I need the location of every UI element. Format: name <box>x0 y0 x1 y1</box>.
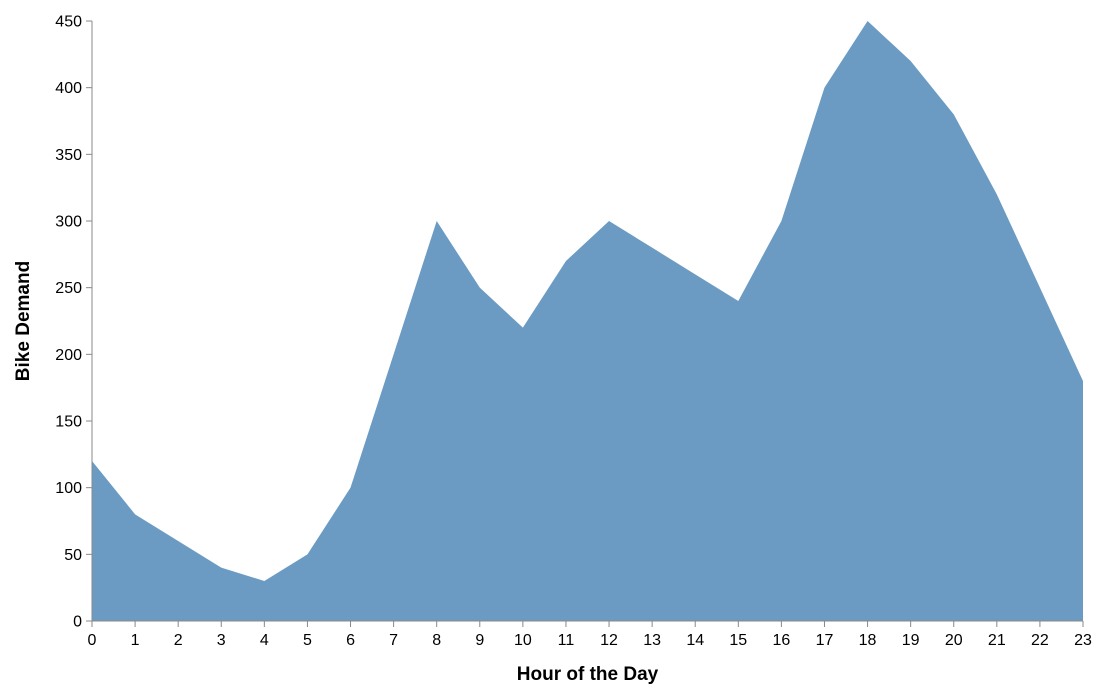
x-tick-label: 18 <box>859 632 877 649</box>
y-axis: 0 50 100 150 200 250 300 350 400 450 <box>55 14 93 631</box>
y-tick-label: 250 <box>55 280 82 297</box>
x-axis-title: Hour of the Day <box>517 664 659 685</box>
area-series-bike-demand <box>92 21 1083 621</box>
x-tick-label: 22 <box>1031 632 1049 649</box>
y-tick-label: 150 <box>55 414 82 431</box>
y-tick-label: 300 <box>55 214 82 231</box>
x-tick-label: 15 <box>729 632 747 649</box>
x-tick-label: 7 <box>389 632 398 649</box>
y-tick-label: 450 <box>55 14 82 31</box>
x-tick-label: 14 <box>686 632 704 649</box>
x-tick-label: 10 <box>514 632 532 649</box>
y-tick-label: 0 <box>73 614 82 631</box>
y-tick-label: 100 <box>55 480 82 497</box>
x-tick-label: 4 <box>260 632 269 649</box>
x-tick-label: 12 <box>600 632 618 649</box>
x-tick-label: 2 <box>174 632 183 649</box>
y-tick-label: 400 <box>55 80 82 97</box>
x-tick-label: 20 <box>945 632 963 649</box>
x-tick-label: 8 <box>432 632 441 649</box>
x-tick-label: 19 <box>902 632 920 649</box>
x-tick-label: 23 <box>1074 632 1092 649</box>
x-tick-label: 11 <box>558 632 575 649</box>
x-tick-label: 6 <box>346 632 355 649</box>
x-tick-label: 13 <box>643 632 661 649</box>
x-tick-label: 0 <box>88 632 97 649</box>
x-tick-label: 17 <box>816 632 834 649</box>
y-tick-label: 50 <box>64 547 82 564</box>
x-tick-label: 1 <box>131 632 140 649</box>
y-tick-label: 350 <box>55 147 82 164</box>
x-tick-label: 16 <box>772 632 790 649</box>
y-tick-label: 200 <box>55 347 82 364</box>
x-tick-label: 3 <box>217 632 226 649</box>
x-tick-label: 21 <box>988 632 1006 649</box>
x-axis: 0 1 2 3 4 5 6 7 8 9 10 11 12 13 14 15 16 17 18 19 20 21 22 23 <box>88 620 1092 649</box>
y-axis-title: Bike Demand <box>13 261 34 381</box>
x-tick-label: 5 <box>303 632 312 649</box>
x-tick-label: 9 <box>475 632 484 649</box>
